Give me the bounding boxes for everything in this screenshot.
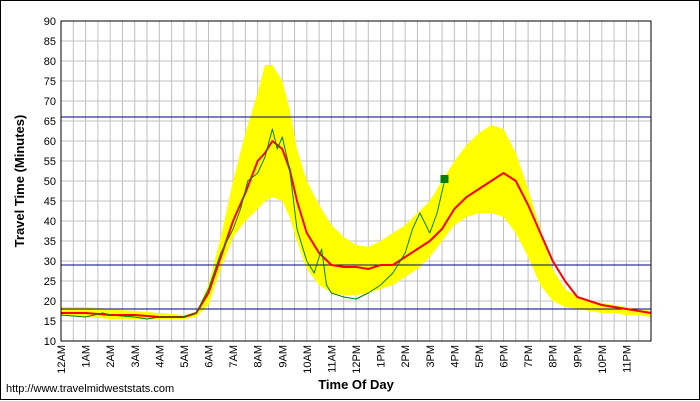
y-tick-label: 10 [44, 336, 56, 348]
y-tick-label: 90 [44, 16, 56, 28]
x-tick-label: 4AM [154, 345, 166, 368]
x-tick-label: 3AM [130, 345, 142, 368]
x-tick-label: 7AM [228, 345, 240, 368]
x-tick-label: 12PM [351, 345, 363, 374]
y-tick-label: 60 [44, 136, 56, 148]
y-tick-label: 55 [44, 156, 56, 168]
x-tick-label: 5AM [179, 345, 191, 368]
x-tick-label: 2AM [105, 345, 117, 368]
x-tick-label: 3PM [425, 345, 437, 368]
y-tick-label: 35 [44, 236, 56, 248]
x-tick-label: 10AM [302, 345, 314, 374]
x-tick-label: 5PM [474, 345, 486, 368]
y-tick-label: 45 [44, 196, 56, 208]
x-tick-label: 6PM [499, 345, 511, 368]
x-tick-label: 7PM [523, 345, 535, 368]
x-axis-title: Time Of Day [318, 377, 394, 392]
x-tick-label: 6AM [204, 345, 216, 368]
y-tick-label: 65 [44, 116, 56, 128]
x-tick-label: 10PM [597, 345, 609, 374]
y-tick-label: 30 [44, 256, 56, 268]
y-tick-label: 85 [44, 36, 56, 48]
y-tick-label: 40 [44, 216, 56, 228]
x-tick-label: 4PM [449, 345, 461, 368]
current-travel-time-line [60, 128, 445, 320]
x-tick-label: 8AM [253, 345, 265, 368]
x-tick-label: 11PM [621, 345, 633, 373]
current-value-marker [440, 175, 449, 183]
source-url-text: http://www.travelmidweststats.com [6, 383, 175, 395]
y-axis-title: Travel Time (Minutes) [12, 115, 27, 248]
y-tick-label: 15 [44, 316, 56, 328]
plot-area-border [60, 20, 652, 342]
y-tick-label: 75 [44, 76, 56, 88]
x-tick-label: 12AM [56, 345, 68, 374]
y-tick-label: 20 [44, 296, 56, 308]
y-tick-label: 70 [44, 96, 56, 108]
x-tick-label: 8PM [548, 345, 560, 368]
x-tick-label: 9PM [572, 345, 584, 368]
y-tick-label: 25 [44, 276, 56, 288]
x-tick-label: 1PM [376, 345, 388, 368]
y-tick-label: 50 [44, 176, 56, 188]
x-tick-label: 1AM [81, 345, 93, 368]
average-travel-time-line [61, 140, 652, 318]
y-tick-label: 80 [44, 56, 56, 68]
x-tick-label: 11AM [326, 345, 338, 373]
x-tick-label: 9AM [277, 345, 289, 368]
travel-time-range-band [61, 65, 651, 319]
x-tick-label: 2PM [400, 345, 412, 368]
